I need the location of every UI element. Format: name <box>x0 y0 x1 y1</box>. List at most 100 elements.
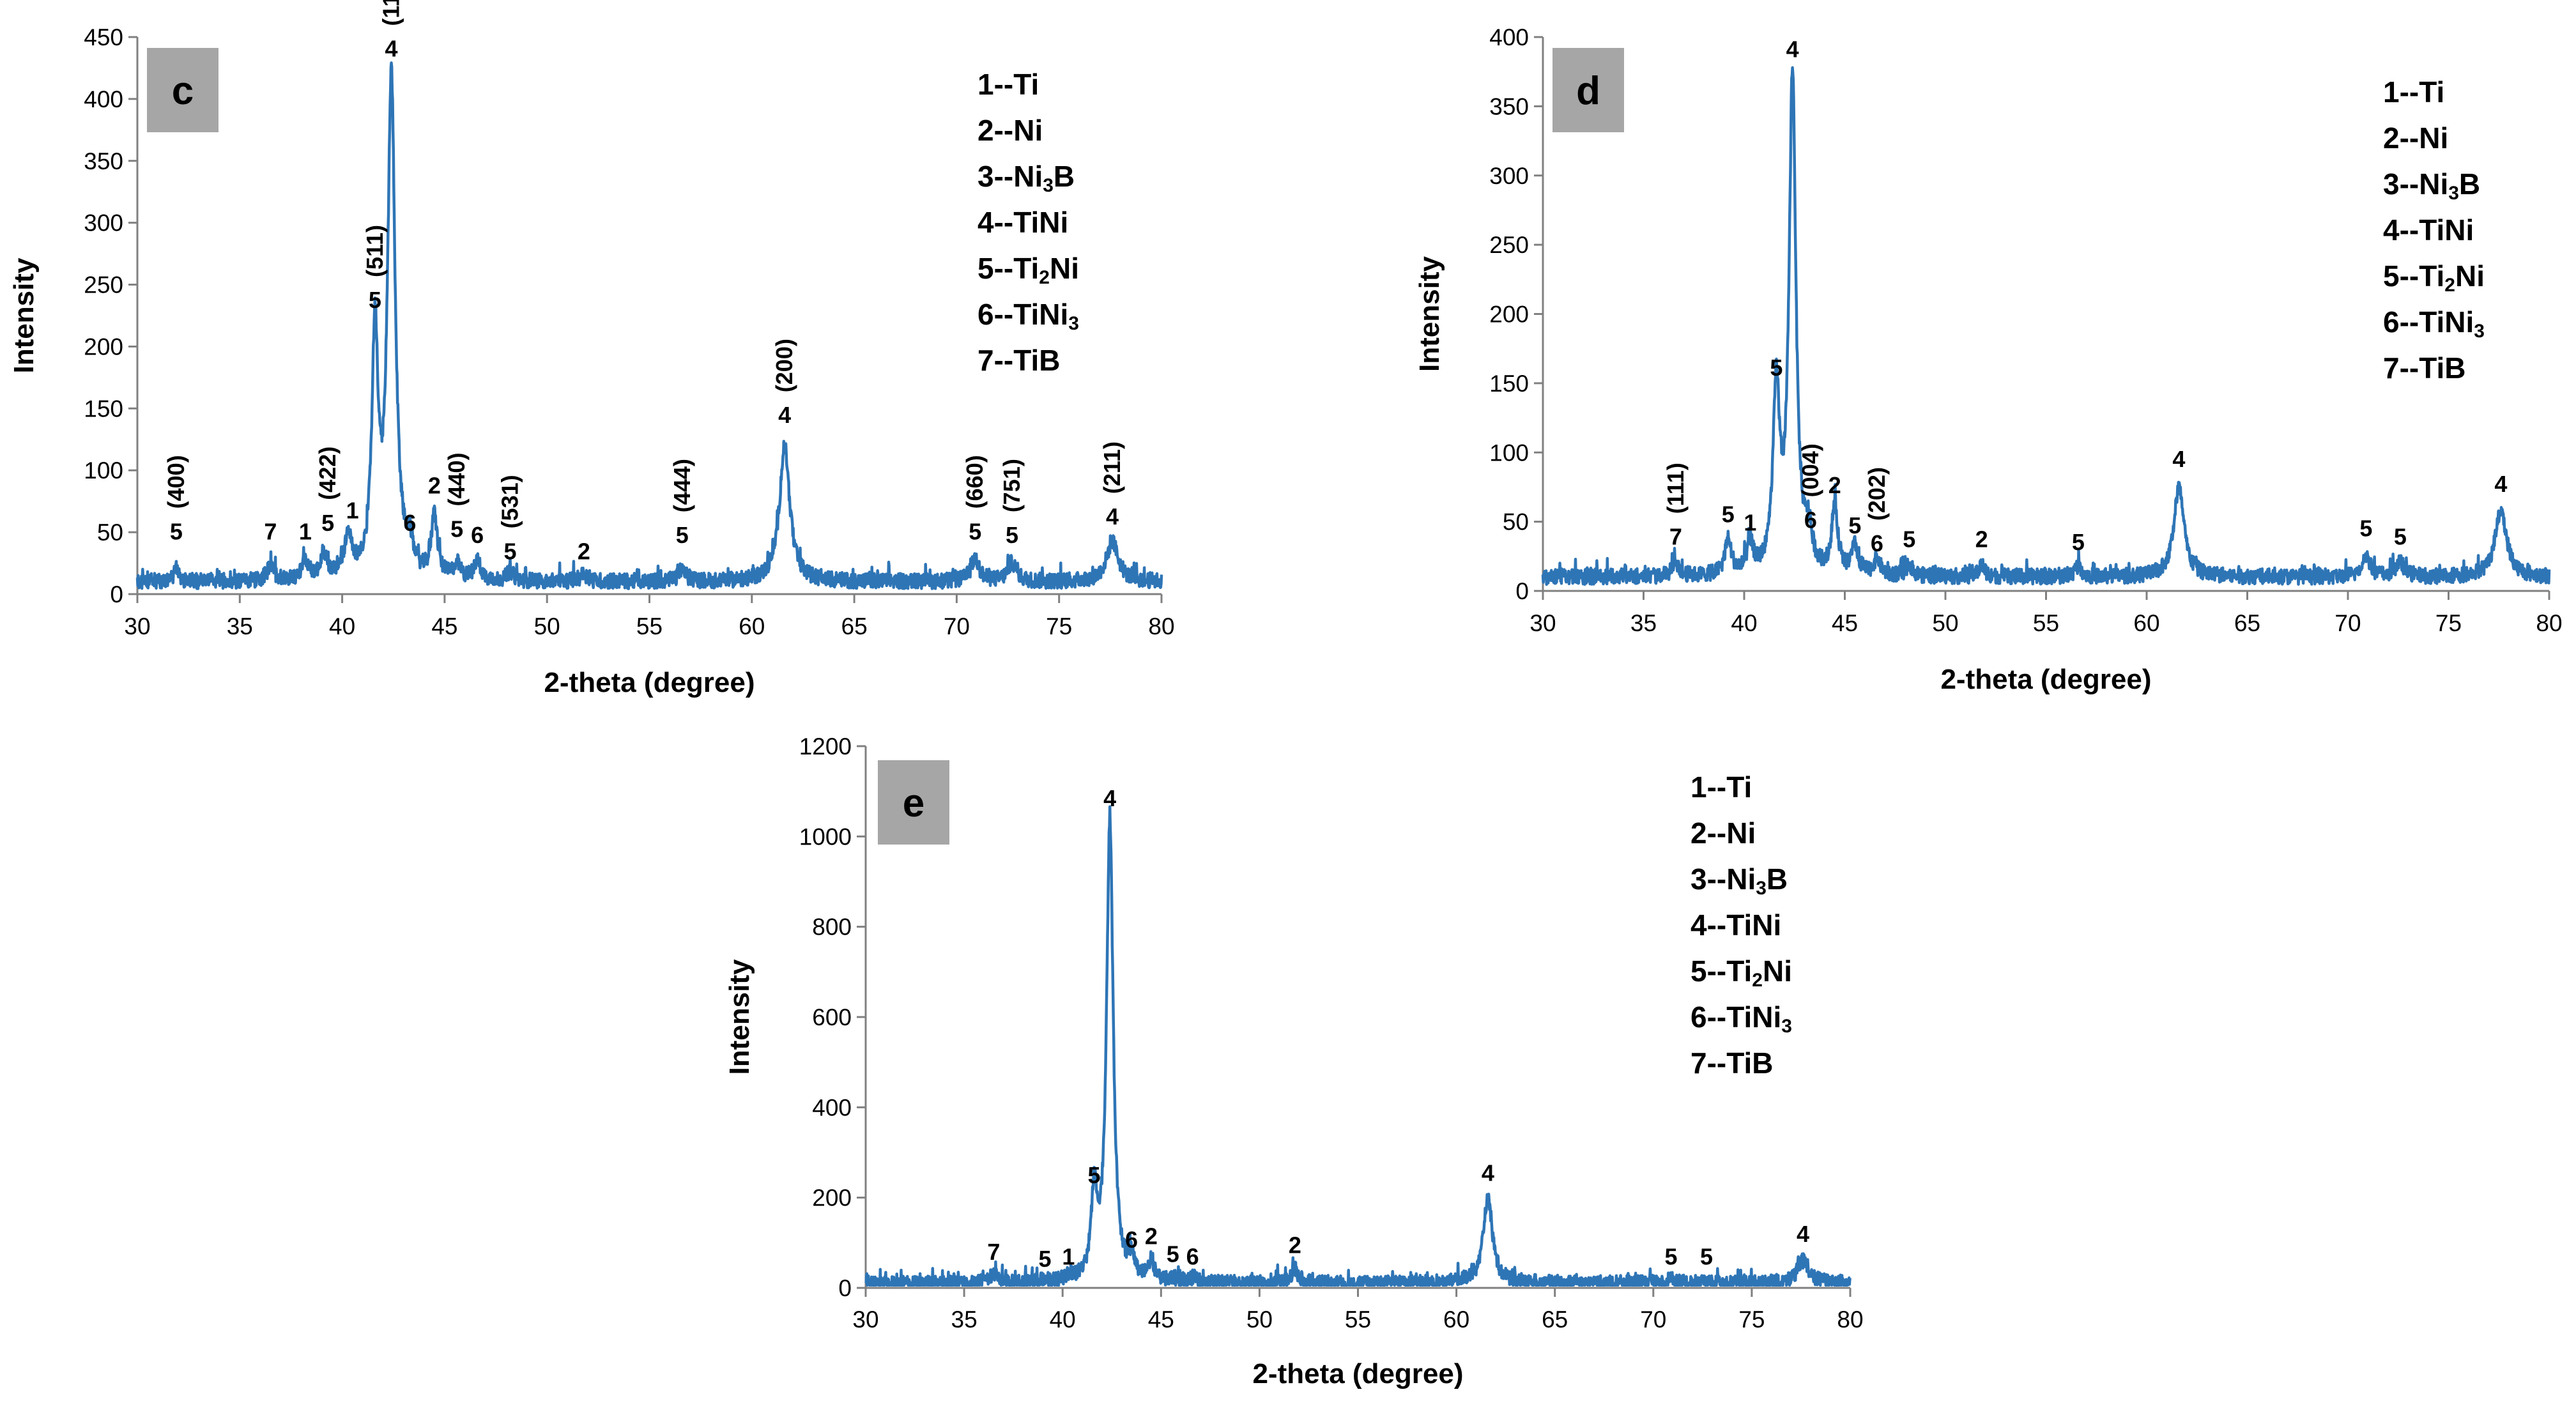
peak-phase-label: 5 <box>1848 512 1861 539</box>
x-tick-label: 80 <box>1837 1306 1863 1333</box>
y-tick-label: 800 <box>812 914 852 940</box>
legend-entry-c-4: 4--TiNi <box>977 206 1069 239</box>
x-tick-label: 65 <box>1542 1306 1568 1333</box>
x-tick-label: 35 <box>227 613 253 639</box>
panel-badge-label: e <box>903 781 924 825</box>
peak-phase-label: 5 <box>321 510 334 536</box>
x-tick-label: 50 <box>1932 610 1958 636</box>
x-tick-label: 30 <box>852 1306 878 1333</box>
x-tick-label: 40 <box>329 613 355 639</box>
peak-phase-label: 4 <box>1797 1221 1809 1247</box>
peak-phase-label: 5 <box>450 516 463 542</box>
peak-hkl-label: (751) <box>999 459 1025 512</box>
y-tick-label: 400 <box>1489 24 1529 50</box>
peak-phase-label: 4 <box>2172 446 2185 472</box>
peak-hkl-label: (400) <box>163 455 189 509</box>
peak-phase-label: 5 <box>1770 355 1782 381</box>
x-tick-label: 50 <box>1246 1306 1273 1333</box>
peak-phase-label: 6 <box>1871 530 1883 556</box>
peak-phase-label: 4 <box>1103 785 1116 811</box>
y-tick-label: 0 <box>838 1275 852 1301</box>
x-tick-label: 50 <box>534 613 560 639</box>
y-tick-label: 250 <box>84 272 123 298</box>
y-tick-label: 300 <box>84 210 123 236</box>
y-tick-label: 350 <box>84 148 123 174</box>
peak-hkl-label: (200) <box>771 339 797 392</box>
x-tick-label: 35 <box>1630 610 1657 636</box>
y-tick-label: 200 <box>84 333 123 360</box>
x-tick-label: 30 <box>124 613 150 639</box>
phase-legend-c: 1--Ti 2--Ni 3--Ni3B 4--TiNi 5--Ti2Ni 6--… <box>977 61 1079 383</box>
peak-phase-label: 5 <box>1722 501 1735 528</box>
legend-entry-d-5: 5--Ti2Ni <box>2383 259 2485 296</box>
peak-phase-label: 5 <box>969 518 981 544</box>
peak-phase-label: 5 <box>2359 515 2372 541</box>
y-tick-label: 1000 <box>799 823 852 850</box>
y-tick-label: 450 <box>84 24 123 50</box>
y-axis-title: Intensity <box>1414 256 1445 372</box>
x-tick-label: 40 <box>1731 610 1757 636</box>
legend-entry-e-2: 2--Ni <box>1690 816 1756 850</box>
peak-phase-label: 5 <box>1903 526 1915 553</box>
legend-entry-d-1: 1--Ti <box>2383 75 2445 109</box>
peak-phase-label: 4 <box>1786 36 1799 62</box>
xrd-panel-c: 0 50 100 150 200 250 300 350 400 450 30 35 40 45 50 55 6… <box>0 0 1188 715</box>
legend-entry-c-5: 5--Ti2Ni <box>977 252 1079 288</box>
legend-entry-c-7: 7--TiB <box>977 344 1061 377</box>
peak-hkl-label: (211) <box>1099 441 1125 494</box>
legend-entry-c-3: 3--Ni3B <box>977 160 1075 196</box>
peak-phase-label: 5 <box>1700 1243 1713 1269</box>
peak-hkl-label: (444) <box>669 459 695 512</box>
x-tick-label: 60 <box>2133 610 2159 636</box>
peak-hkl-label: (110) <box>378 0 404 26</box>
x-axis-title: 2-theta (degree) <box>1940 664 2151 695</box>
xrd-panel-e: 0 200 400 600 800 1000 1200 30 35 40 45 50 55 60 65 70 7… <box>709 733 1885 1405</box>
legend-entry-e-7: 7--TiB <box>1690 1046 1774 1080</box>
peak-phase-label: 7 <box>264 518 277 544</box>
peak-hkl-label: (111) <box>1662 463 1689 514</box>
legend-entry-d-4: 4--TiNi <box>2383 213 2474 247</box>
peak-phase-label: 5 <box>676 522 689 548</box>
y-tick-label: 400 <box>812 1094 852 1121</box>
y-tick-label: 1200 <box>799 733 852 760</box>
y-tick-label: 100 <box>1489 440 1529 466</box>
xrd-series-line <box>135 61 1163 590</box>
x-tick-label: 55 <box>2033 610 2059 636</box>
peak-phase-label: 5 <box>1167 1241 1179 1267</box>
x-tick-label: 75 <box>1738 1306 1765 1333</box>
legend-entry-e-5: 5--Ti2Ni <box>1690 954 1792 991</box>
peak-phase-label: 1 <box>1062 1243 1075 1269</box>
x-tick-label: 45 <box>431 613 457 639</box>
phase-legend-d: 1--Ti 2--Ni 3--Ni3B 4--TiNi 5--Ti2Ni 6--… <box>2383 69 2485 391</box>
legend-entry-e-1: 1--Ti <box>1690 770 1752 804</box>
peak-phase-label: 4 <box>778 402 791 428</box>
peak-phase-label: 2 <box>1975 526 1988 553</box>
peak-hkl-label: (422) <box>314 447 341 500</box>
x-tick-label: 70 <box>944 613 970 639</box>
y-tick-label: 50 <box>97 519 123 546</box>
xrd-series-line <box>1541 66 2551 586</box>
legend-entry-c-1: 1--Ti <box>977 68 1039 101</box>
x-tick-label: 65 <box>2234 610 2260 636</box>
panel-badge-label: c <box>172 69 194 113</box>
x-tick-label: 55 <box>1345 1306 1371 1333</box>
x-tick-label: 45 <box>1148 1306 1174 1333</box>
legend-entry-e-6: 6--TiNi3 <box>1690 1000 1792 1037</box>
x-tick-label: 60 <box>739 613 765 639</box>
y-tick-label: 100 <box>84 457 123 484</box>
peak-phase-label: 1 <box>1744 510 1756 536</box>
peak-phase-label: 2 <box>428 473 441 499</box>
y-tick-label: 350 <box>1489 93 1529 119</box>
legend-entry-c-6: 6--TiNi3 <box>977 298 1079 334</box>
y-axis-title: Intensity <box>724 959 755 1075</box>
y-tick-label: 150 <box>84 395 123 422</box>
legend-entry-d-3: 3--Ni3B <box>2383 167 2481 204</box>
panel-badge <box>878 760 949 845</box>
legend-entry-d-6: 6--TiNi3 <box>2383 305 2485 342</box>
y-tick-label: 400 <box>84 86 123 112</box>
y-tick-label: 0 <box>110 581 123 608</box>
y-tick-label: 600 <box>812 1004 852 1030</box>
x-tick-label: 75 <box>1046 613 1072 639</box>
